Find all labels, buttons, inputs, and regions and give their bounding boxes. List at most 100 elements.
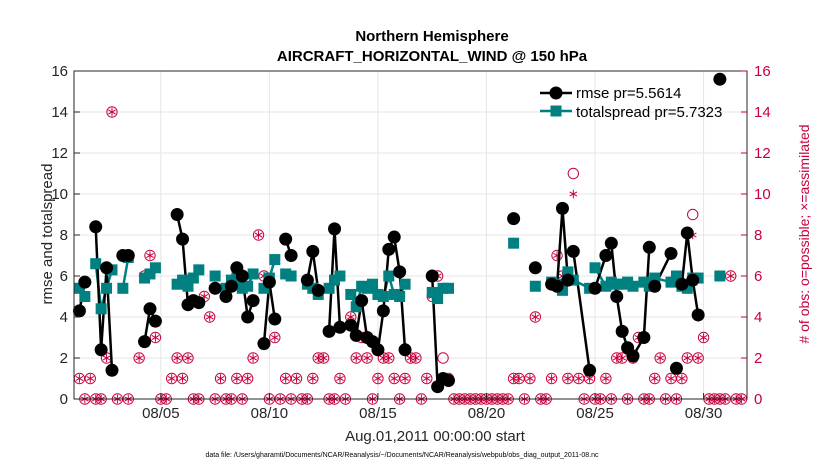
totalspread-point	[432, 293, 444, 305]
obs-assimilated-point	[699, 333, 708, 342]
obs-assimilated-point	[401, 374, 409, 383]
totalspread-point	[117, 282, 129, 294]
obs-assimilated-point	[336, 374, 344, 383]
obs-assimilated-point	[243, 374, 252, 383]
obs-possible-point	[214, 372, 227, 385]
y-tick-label: 14	[51, 104, 68, 121]
obs-possible-point	[687, 208, 699, 221]
totalspread-point	[529, 280, 541, 292]
rmse-point	[105, 363, 119, 377]
chart-subtitle: AIRCRAFT_HORIZONTAL_WIND @ 150 hPa	[277, 48, 588, 65]
rmse-point	[344, 318, 358, 332]
obs-possible-point	[524, 372, 536, 385]
rmse-point	[642, 240, 656, 254]
totalspread-point	[90, 258, 102, 270]
obs-assimilated-point	[374, 374, 382, 383]
obs-assimilated-point	[363, 353, 371, 363]
rmse-point	[387, 230, 401, 244]
y-axis-label: rmse and totalspread	[39, 164, 56, 305]
totalspread-point	[714, 270, 726, 282]
rmse-point	[170, 208, 184, 221]
totalspread-point	[383, 270, 395, 282]
rmse-point	[615, 324, 629, 338]
totalspread-point	[258, 282, 270, 294]
obs-possible-point	[372, 372, 384, 385]
obs-assimilated-point	[390, 374, 399, 383]
obs-assimilated-point	[667, 374, 675, 383]
rmse-point	[507, 212, 521, 226]
y-right-tick-label: 14	[754, 104, 771, 121]
rmse-point	[246, 294, 260, 308]
rmse-point	[333, 320, 347, 334]
obs-assimilated-point	[178, 374, 187, 383]
obs-possible-point	[692, 352, 704, 364]
rmse-point	[208, 281, 222, 295]
rmse-point	[235, 269, 249, 283]
obs-possible-point	[290, 372, 303, 385]
rmse-point	[176, 232, 190, 246]
totalspread-point	[589, 262, 601, 274]
totalspread-point	[394, 291, 406, 302]
ticks: 0 0 2 2 4 4 6 6 8 8 10 10 12 12 14 14 16 16 08/05 08/10 08/1…	[51, 63, 770, 422]
obs-assimilated-point	[232, 374, 241, 383]
rmse-point	[138, 335, 152, 349]
rmse-point	[192, 296, 206, 310]
rmse-point	[550, 279, 564, 293]
obs-assimilated-point	[308, 374, 317, 383]
legend-rmse-label: rmse pr=5.5614	[576, 85, 681, 102]
totalspread-point	[187, 272, 199, 284]
rmse-point	[89, 220, 103, 234]
rmse-point	[224, 279, 238, 293]
rmse-point	[94, 343, 108, 357]
obs-assimilated-point	[412, 353, 420, 363]
obs-assimilated-point	[254, 230, 263, 240]
rmse-point	[241, 310, 255, 324]
legend-totalspread-marker	[550, 105, 562, 117]
legend: rmse pr=5.5614 totalspread pr=5.7323	[540, 85, 722, 121]
totalspread-point	[508, 237, 520, 249]
y-right-tick-label: 12	[754, 145, 771, 162]
rmse-point	[268, 312, 282, 326]
obs-assimilated-point	[86, 374, 95, 383]
obs-assimilated-point	[656, 353, 665, 363]
plot-area	[72, 72, 748, 405]
legend-totalspread-label: totalspread pr=5.7323	[576, 104, 722, 121]
y-right-tick-label: 16	[754, 63, 771, 80]
obs-assimilated-point	[726, 271, 735, 281]
obs-possible-point	[203, 311, 216, 323]
totalspread-point	[285, 270, 297, 282]
x-tick-label: 08/10	[251, 405, 289, 422]
rmse-point	[637, 331, 651, 344]
obs-assimilated-point	[249, 353, 257, 363]
x-tick-label: 08/15	[359, 405, 397, 422]
totalspread-point	[399, 278, 411, 290]
obs-possible-point	[725, 270, 737, 282]
totalspread-point	[670, 270, 682, 282]
obs-assimilated-point	[547, 374, 556, 383]
rmse-point	[284, 249, 298, 262]
obs-possible-point	[334, 372, 346, 385]
rmse-point	[311, 283, 325, 297]
obs-assimilated-point	[281, 374, 290, 383]
rmse-line	[680, 232, 700, 316]
y-right-tick-label: 4	[754, 309, 762, 326]
obs-possible-point	[176, 372, 189, 385]
grid	[74, 70, 747, 400]
rmse-point	[100, 261, 114, 275]
y-tick-label: 8	[60, 227, 68, 244]
obs-assimilated-point	[292, 374, 301, 383]
totalspread-point	[426, 286, 438, 298]
totalspread-point	[209, 270, 221, 282]
y-tick-label: 6	[60, 268, 68, 285]
rmse-point	[669, 361, 683, 375]
obs-assimilated-point	[384, 353, 393, 363]
obs-assimilated-point	[509, 374, 518, 383]
obs-assimilated-point	[167, 374, 176, 383]
obs-assimilated-point	[650, 374, 659, 383]
rmse-point	[675, 277, 689, 291]
data-file-footnote: data file: /Users/gharamti/Documents/NCA…	[205, 452, 599, 459]
legend-rmse-marker	[549, 86, 563, 100]
x-tick-label: 08/25	[576, 405, 614, 422]
obs-assimilated-point	[151, 333, 160, 342]
y-right-tick-label: 10	[754, 186, 771, 203]
